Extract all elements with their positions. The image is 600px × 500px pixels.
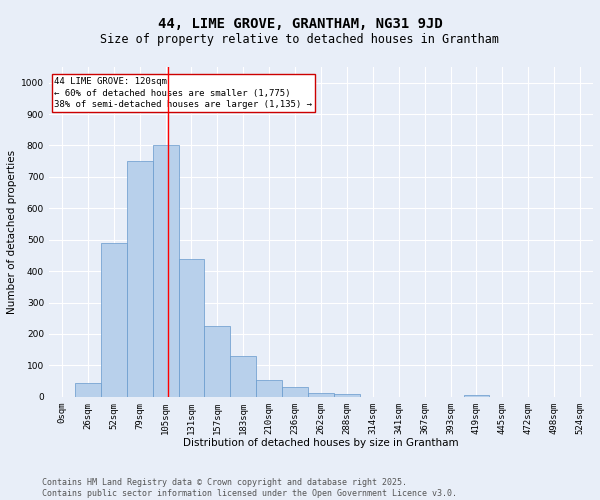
Bar: [464, 395, 490, 397]
Text: 44, LIME GROVE, GRANTHAM, NG31 9JD: 44, LIME GROVE, GRANTHAM, NG31 9JD: [158, 18, 442, 32]
Bar: [282, 388, 308, 397]
Bar: [334, 394, 360, 397]
Text: Size of property relative to detached houses in Grantham: Size of property relative to detached ho…: [101, 32, 499, 46]
Text: 44 LIME GROVE: 120sqm
← 60% of detached houses are smaller (1,775)
38% of semi-d: 44 LIME GROVE: 120sqm ← 60% of detached …: [55, 77, 313, 110]
Bar: [75, 382, 101, 397]
Bar: [127, 161, 152, 397]
Bar: [179, 258, 205, 397]
Bar: [308, 393, 334, 397]
Bar: [256, 380, 282, 397]
Bar: [230, 356, 256, 397]
Bar: [152, 146, 179, 397]
Bar: [205, 326, 230, 397]
Y-axis label: Number of detached properties: Number of detached properties: [7, 150, 17, 314]
Bar: [101, 243, 127, 397]
X-axis label: Distribution of detached houses by size in Grantham: Distribution of detached houses by size …: [183, 438, 459, 448]
Text: Contains HM Land Registry data © Crown copyright and database right 2025.
Contai: Contains HM Land Registry data © Crown c…: [42, 478, 457, 498]
